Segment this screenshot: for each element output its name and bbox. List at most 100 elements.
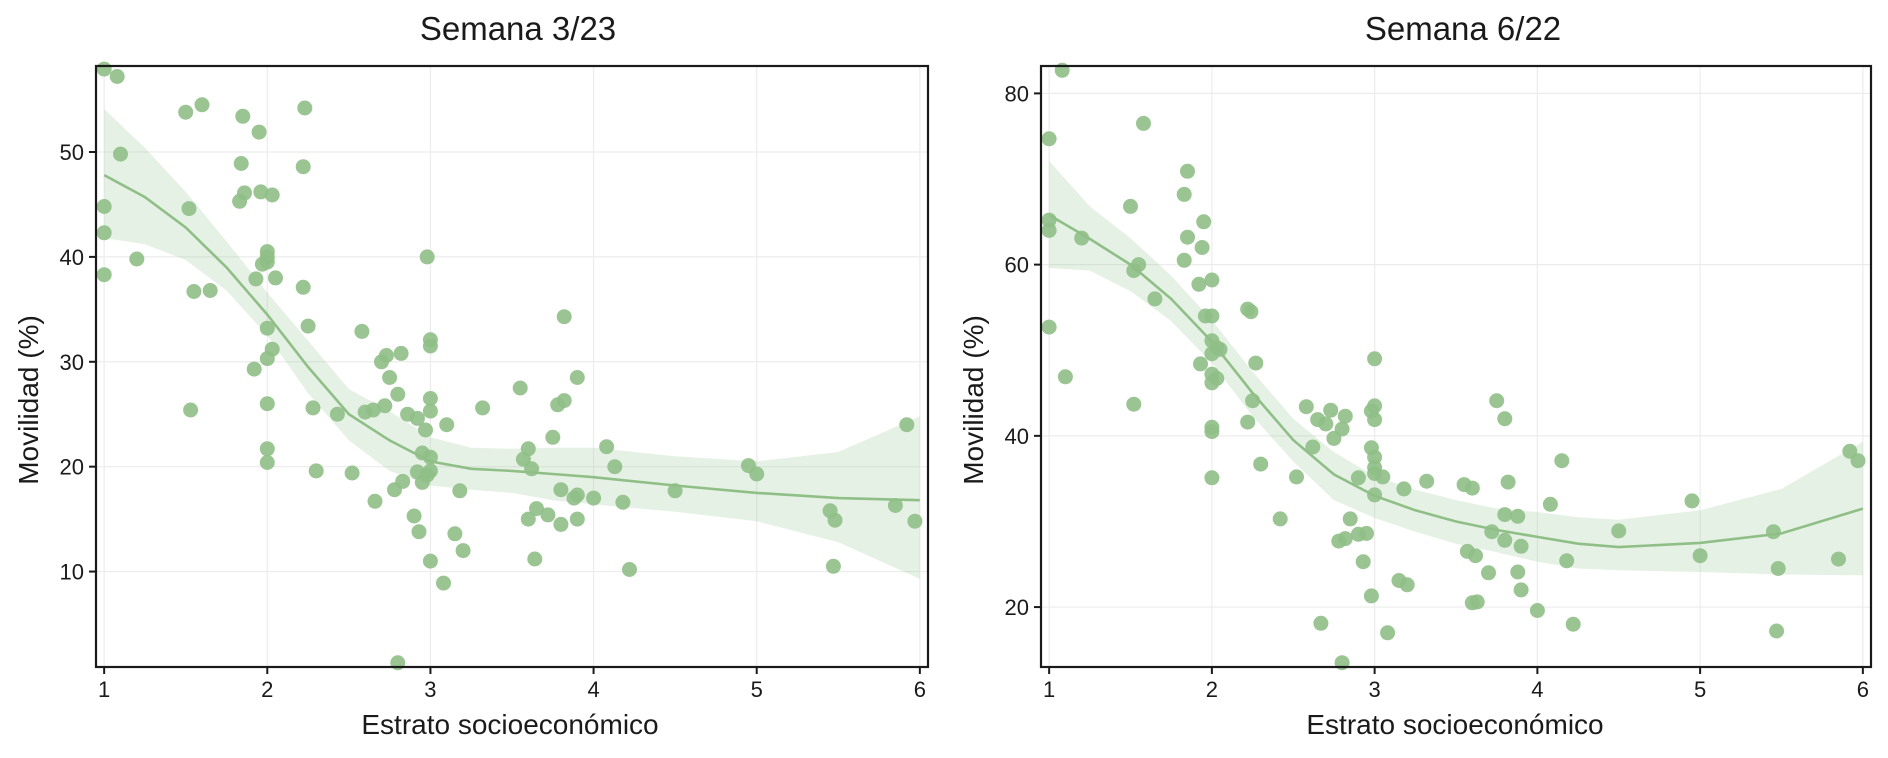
y-tick-label: 20 [60, 455, 84, 480]
x-tick-label: 3 [1369, 677, 1381, 702]
data-point [1481, 565, 1496, 581]
data-point [569, 511, 585, 527]
data-point [259, 441, 275, 457]
data-point [1831, 551, 1846, 567]
data-point [520, 511, 536, 527]
data-point [1850, 453, 1866, 469]
data-point [259, 396, 275, 412]
data-point [1367, 351, 1383, 367]
data-point [545, 429, 561, 445]
data-point [1342, 511, 1358, 527]
data-point [1041, 131, 1057, 147]
data-point [1484, 524, 1500, 540]
x-tick-label: 6 [914, 677, 926, 702]
data-point [899, 417, 915, 433]
data-point [1468, 548, 1483, 564]
data-point [406, 508, 422, 524]
x-axis-label: Estrato socioeconómico [361, 709, 658, 740]
data-point [1500, 474, 1516, 490]
y-tick-label: 80 [1005, 81, 1029, 106]
data-point [1193, 356, 1208, 372]
loess-line [1048, 213, 1864, 549]
data-point [96, 61, 112, 77]
data-point [1334, 421, 1350, 437]
data-point [194, 97, 210, 113]
data-point [607, 459, 623, 475]
data-point [1041, 222, 1057, 238]
y-tick-label: 40 [60, 245, 84, 270]
data-point [1611, 523, 1627, 539]
confidence-band [1049, 161, 1863, 576]
data-point [1510, 508, 1526, 524]
x-tick-label: 5 [1694, 677, 1706, 702]
x-tick-label: 4 [587, 677, 599, 702]
data-point [436, 575, 451, 591]
data-point [553, 516, 569, 532]
axis-ticks: 1 2 3 4 5 6 20 40 60 80 [1005, 81, 1869, 702]
data-point [452, 483, 468, 499]
data-point [264, 187, 280, 203]
data-point [569, 487, 585, 503]
y-tick-label: 20 [1005, 595, 1029, 620]
data-point [512, 380, 528, 396]
data-point [1272, 511, 1288, 527]
data-point [1396, 481, 1412, 497]
data-point [305, 400, 321, 416]
data-point [1176, 252, 1192, 268]
data-point [411, 524, 427, 540]
data-points [1041, 62, 1866, 671]
axis-ticks: 1 2 3 4 5 6 10 20 30 40 50 [60, 140, 926, 702]
confidence-ribbon [1049, 161, 1863, 576]
data-point [308, 463, 324, 479]
data-point [475, 400, 491, 416]
x-tick-label: 2 [1206, 677, 1218, 702]
data-point [827, 512, 843, 528]
data-point [1204, 308, 1220, 324]
data-point [96, 225, 112, 241]
data-point [520, 441, 536, 457]
data-point [1191, 276, 1207, 292]
data-point [1554, 453, 1570, 469]
data-point [395, 473, 411, 489]
data-point [1367, 412, 1383, 428]
data-point [251, 124, 267, 140]
data-point [1331, 533, 1347, 549]
data-point [235, 108, 251, 124]
y-tick-label: 10 [60, 560, 84, 585]
data-point [1126, 263, 1142, 279]
data-point [1253, 456, 1269, 472]
data-point [409, 410, 425, 426]
data-point [259, 455, 275, 470]
data-point [1350, 470, 1366, 486]
data-point [1243, 304, 1259, 320]
y-tick-label: 30 [60, 350, 84, 375]
data-point [1298, 399, 1314, 415]
data-point [1469, 594, 1485, 610]
data-point [390, 386, 406, 402]
data-point [113, 146, 128, 162]
data-point [1180, 163, 1195, 179]
data-point [1513, 538, 1529, 554]
smooth-curve [1048, 213, 1864, 549]
data-point [1350, 526, 1366, 542]
data-point [1542, 496, 1558, 512]
data-point [907, 513, 923, 529]
data-point [1240, 414, 1256, 430]
data-point [1057, 369, 1073, 385]
data-point [1692, 548, 1708, 564]
data-point [447, 526, 463, 542]
grid [96, 66, 928, 667]
data-point [354, 323, 370, 339]
data-point [1510, 564, 1526, 580]
data-point [365, 402, 381, 418]
x-tick-label: 2 [261, 677, 273, 702]
data-points [96, 61, 923, 671]
data-point [1318, 416, 1334, 432]
data-point [556, 309, 572, 325]
data-point [540, 507, 556, 523]
data-point [1180, 229, 1195, 245]
y-tick-label: 60 [1005, 253, 1029, 278]
data-point [1513, 582, 1529, 598]
confidence-band [104, 109, 920, 579]
